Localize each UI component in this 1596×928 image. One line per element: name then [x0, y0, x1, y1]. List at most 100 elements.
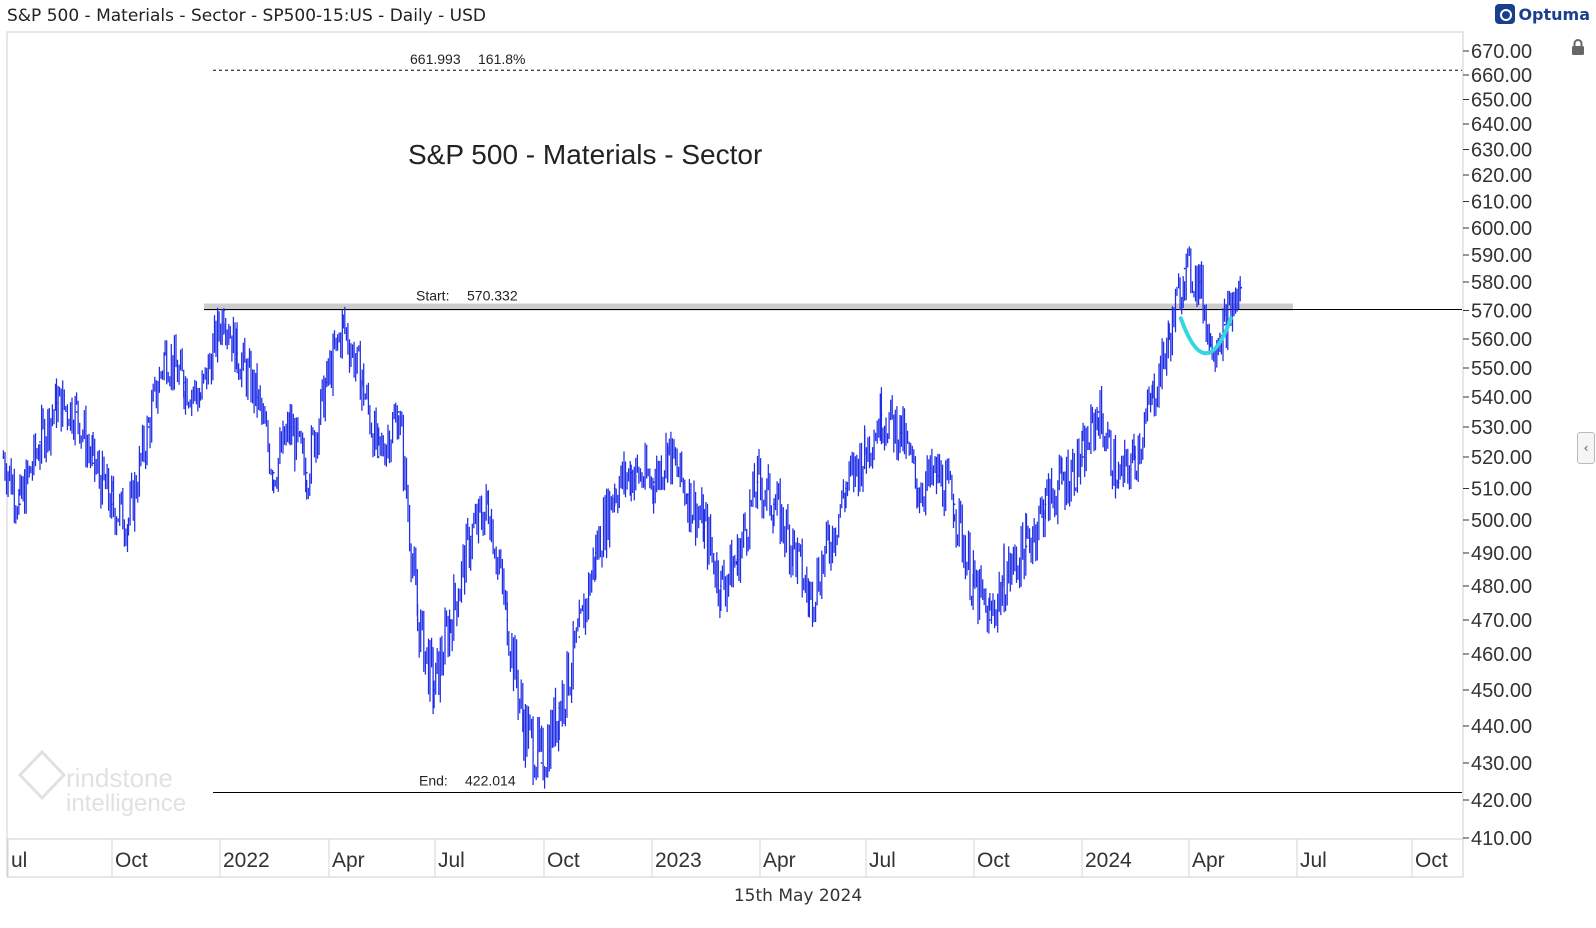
close-point [558, 707, 561, 709]
close-point [236, 352, 239, 355]
close-point [703, 525, 706, 528]
close-point [1061, 481, 1063, 484]
close-point [773, 503, 775, 506]
close-point [828, 542, 831, 544]
y-tick-label: 540.00 [1471, 387, 1532, 409]
close-point [1097, 411, 1100, 413]
close-point [917, 487, 919, 490]
close-point [449, 619, 452, 621]
fib-start-label: Start: [416, 288, 449, 304]
x-tick-label: 2022 [223, 849, 270, 872]
y-tick-label: 640.00 [1471, 114, 1532, 136]
close-point [1183, 267, 1186, 270]
close-point [1151, 396, 1154, 398]
x-tick-label: Apr [763, 849, 796, 872]
chart-title: S&P 500 - Materials - Sector [408, 139, 762, 170]
close-point [487, 503, 490, 506]
y-tick-label: 550.00 [1471, 358, 1532, 380]
fib-extension-pct: 161.8% [478, 51, 525, 67]
y-tick-label: 610.00 [1471, 192, 1532, 214]
close-point [1199, 281, 1201, 283]
close-point [1025, 545, 1028, 548]
watermark-line1: rindstone [66, 763, 173, 793]
y-tick-label: 490.00 [1471, 543, 1532, 565]
close-point [736, 558, 739, 561]
close-point [972, 585, 975, 587]
x-tick-label: 2023 [655, 849, 702, 872]
close-point [1003, 578, 1005, 581]
close-point [652, 481, 655, 484]
close-point [720, 585, 722, 587]
close-point [989, 619, 991, 621]
resistance-band [204, 303, 1293, 311]
y-tick-label: 600.00 [1471, 218, 1532, 240]
bottom-arc-highlight [1178, 316, 1233, 356]
close-point [863, 450, 866, 452]
close-point [2, 456, 5, 458]
y-tick-label: 500.00 [1471, 510, 1532, 532]
y-tick-label: 450.00 [1471, 680, 1532, 702]
close-point [1044, 503, 1047, 506]
y-tick-label: 510.00 [1471, 479, 1532, 501]
close-point [19, 503, 21, 506]
close-point [55, 402, 58, 404]
close-point [325, 381, 328, 384]
close-point [305, 471, 308, 474]
x-tick-label: Oct [115, 849, 148, 872]
close-point [540, 762, 543, 764]
close-point [594, 552, 597, 554]
y-tick-label: 580.00 [1471, 272, 1532, 294]
y-tick-label: 460.00 [1471, 644, 1532, 666]
y-tick-label: 650.00 [1471, 90, 1532, 112]
fib-extension-value: 661.993 [410, 51, 461, 67]
x-tick-label: Oct [547, 849, 580, 872]
y-tick-label: 430.00 [1471, 753, 1532, 775]
close-point [183, 381, 185, 384]
close-point [522, 725, 525, 727]
close-point [147, 426, 150, 428]
close-point [1209, 343, 1212, 346]
y-tick-label: 670.00 [1471, 41, 1532, 63]
close-point [808, 598, 811, 601]
fib-end-value: 422.014 [465, 773, 516, 789]
close-point [164, 352, 167, 355]
y-tick-label: 590.00 [1471, 245, 1532, 267]
annotations [1178, 316, 1233, 356]
close-point [397, 411, 400, 413]
close-point [937, 475, 939, 477]
close-point [1134, 456, 1136, 458]
fib-end-label: End: [419, 773, 448, 789]
price-series[interactable] [2, 246, 1243, 789]
x-axis-frame [6, 838, 1464, 878]
y-tick-label: 630.00 [1471, 140, 1532, 162]
close-point [199, 396, 202, 398]
close-point [666, 450, 669, 452]
y-tick-label: 520.00 [1471, 447, 1532, 469]
x-tick-label: Jul [869, 849, 896, 872]
chevron-left-icon[interactable]: ‹ [1577, 432, 1595, 464]
close-point [900, 432, 903, 434]
close-point [1082, 456, 1084, 458]
close-point [256, 396, 258, 398]
lock-icon[interactable] [1569, 38, 1587, 56]
close-point [272, 471, 275, 474]
close-point [792, 545, 794, 548]
close-point [469, 535, 472, 538]
y-axis[interactable]: 410.00 420.00 430.00 440.00 450.00 460.00 470.… [1463, 41, 1532, 850]
close-point [1168, 338, 1171, 340]
close-point [756, 481, 759, 484]
close-point [630, 471, 633, 474]
close-point [1223, 323, 1226, 326]
price-bars[interactable] [2, 246, 1241, 789]
close-point [506, 619, 509, 621]
x-axis[interactable]: ul Oct 2022 Apr Jul Oct 2023 Apr Jul Oct 2024 Apr Ju… [7, 839, 1448, 877]
footer-date: 15th May 2024 [733, 886, 863, 906]
y-tick-label: 570.00 [1471, 301, 1532, 323]
x-tick-label: Oct [1415, 849, 1448, 872]
y-tick-label: 410.00 [1471, 828, 1532, 850]
brand-logo: Optuma [1495, 4, 1590, 24]
close-point [111, 503, 113, 506]
fibonacci-levels: 661.993 161.8% Start: 570.332 End: 422.014 [204, 51, 1462, 794]
fib-start-value: 570.332 [467, 288, 518, 304]
